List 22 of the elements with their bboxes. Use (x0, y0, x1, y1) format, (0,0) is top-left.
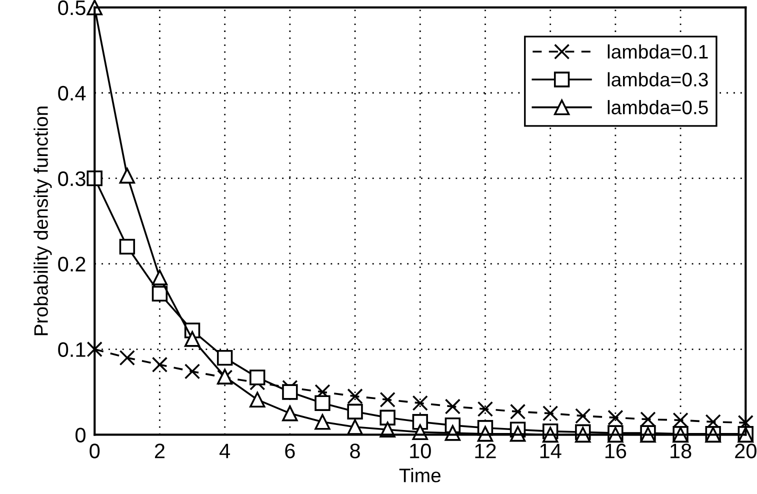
x-tick-label: 18 (670, 444, 692, 458)
legend-label: lambda=0.3 (608, 72, 708, 86)
x-tick-label: 8 (350, 444, 360, 458)
y-tick-label: 0.2 (58, 256, 86, 272)
x-tick-label: 10 (410, 444, 431, 458)
x-tick-label: 2 (154, 444, 164, 458)
x-axis-title: Time (399, 468, 441, 482)
y-tick-label: 0.5 (58, 0, 86, 16)
y-tick-label: 0.3 (58, 171, 86, 186)
x-tick-label: 20 (735, 444, 756, 458)
legend-label: lambda=0.1 (608, 44, 708, 59)
x-tick-label: 0 (90, 444, 100, 458)
x-tick-label: 4 (220, 444, 230, 458)
x-tick-label: 14 (540, 444, 562, 458)
legend-label: lambda=0.5 (608, 100, 708, 114)
y-axis-title: Probability density function (34, 106, 52, 336)
x-tick-label: 6 (285, 444, 295, 458)
y-tick-label: 0 (76, 428, 86, 442)
y-tick-label: 0.4 (58, 86, 86, 101)
y-tick-label: 0.1 (58, 342, 86, 358)
x-tick-label: 16 (605, 444, 626, 458)
x-tick-label: 12 (475, 444, 496, 458)
